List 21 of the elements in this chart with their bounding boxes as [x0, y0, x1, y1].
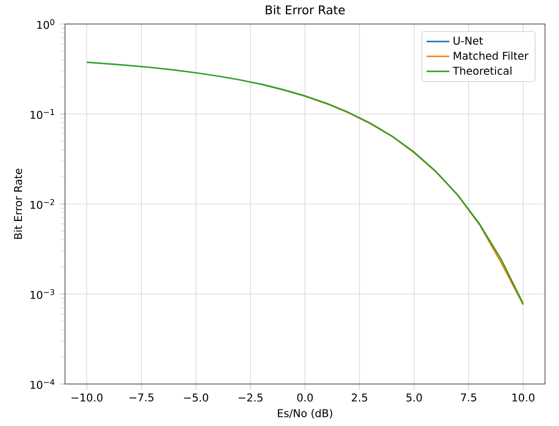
line-series [86, 62, 524, 304]
legend-label: Theoretical [452, 66, 512, 75]
x-tick-label: 7.5 [461, 394, 476, 402]
y-axis-title: Bit Error Rate [14, 168, 22, 239]
x-tick-label: −2.5 [238, 394, 262, 402]
chart-title: Bit Error Rate [266, 5, 345, 14]
x-tick-label: 0.0 [297, 394, 313, 402]
x-tick-label: 10.0 [512, 394, 534, 402]
y-tick-label: 10$^{−4}$ [30, 379, 54, 389]
x-tick-label: 2.5 [352, 394, 368, 402]
x-axis-title: Es/No (dB) [278, 408, 332, 418]
y-tick-label: 10$^{−3}$ [30, 289, 54, 299]
x-tick-label: −10.0 [72, 394, 102, 402]
x-tick-label: −7.5 [130, 394, 154, 402]
x-tick-label: −5.0 [184, 394, 208, 402]
x-tick-label: 5.0 [406, 394, 422, 402]
y-tick-label: 10$^{−1}$ [30, 109, 54, 119]
y-tick-label: 10$^{−2}$ [30, 199, 54, 209]
legend-label: Matched Filter [454, 52, 528, 60]
legend-label: U-Net [454, 36, 483, 45]
y-tick-label: 10$^{0}$ [37, 19, 54, 29]
